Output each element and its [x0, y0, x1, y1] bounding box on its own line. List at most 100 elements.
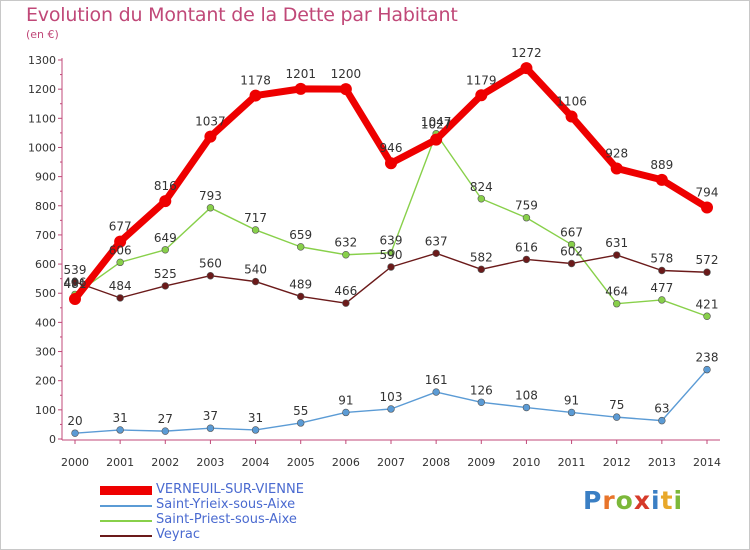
point-verneuil-2002	[159, 195, 172, 208]
legend-label-verneuil: VERNEUIL-SUR-VIENNE	[156, 482, 304, 497]
data-label-saint-priest-2013: 477	[650, 281, 673, 295]
point-veyrac-2002	[161, 282, 169, 290]
x-tick-label-2012: 2012	[603, 456, 631, 469]
point-verneuil-2007	[385, 157, 397, 170]
y-tick-label-100: 100	[35, 404, 56, 417]
legend-swatch-verneuil	[100, 486, 152, 495]
point-saint-priest-2009	[477, 195, 485, 203]
y-tick-label-500: 500	[35, 287, 56, 300]
data-label-saint-priest-2011: 667	[560, 226, 583, 240]
data-label-veyrac-2011: 602	[560, 244, 583, 258]
y-tick-label-400: 400	[35, 316, 56, 329]
point-saint-priest-2002	[161, 246, 169, 254]
data-label-veyrac-2003: 560	[199, 257, 222, 271]
data-label-saint-priest-2010: 759	[515, 199, 538, 213]
point-verneuil-2011	[565, 110, 578, 123]
legend-swatch-saint-priest	[100, 520, 152, 522]
x-tick-label-2003: 2003	[196, 456, 224, 469]
point-veyrac-2010	[522, 255, 531, 264]
chart-subtitle: (en €)	[26, 28, 59, 41]
y-tick-label-700: 700	[35, 229, 56, 242]
y-tick-label-600: 600	[35, 258, 56, 271]
y-tick-label-1000: 1000	[28, 141, 56, 154]
data-label-saint-yrieix-2000: 20	[67, 414, 82, 428]
point-verneuil-2003	[204, 130, 217, 143]
point-veyrac-2011	[567, 259, 576, 268]
point-saint-priest-2012	[613, 300, 621, 308]
x-tick-label-2011: 2011	[558, 456, 586, 469]
point-veyrac-2000	[71, 278, 79, 286]
y-tick-label-800: 800	[35, 200, 56, 213]
data-label-verneuil-2007: 946	[380, 141, 403, 155]
point-saint-yrieix-2005	[297, 419, 305, 427]
data-label-saint-yrieix-2013: 63	[654, 402, 669, 416]
data-label-verneuil-2013: 889	[650, 158, 673, 172]
x-tick-label-2007: 2007	[377, 456, 405, 469]
data-label-verneuil-2001: 677	[109, 220, 132, 234]
x-tick-label-2005: 2005	[287, 456, 315, 469]
point-veyrac-2005	[297, 292, 305, 301]
y-tick-label-200: 200	[35, 375, 56, 388]
data-label-saint-yrieix-2009: 126	[470, 383, 493, 397]
data-label-veyrac-2004: 540	[244, 263, 267, 277]
y-tick-label-1200: 1200	[28, 83, 56, 96]
point-verneuil-2000	[69, 293, 81, 306]
data-label-saint-priest-2006: 632	[334, 236, 357, 250]
data-label-saint-yrieix-2008: 161	[425, 373, 448, 387]
data-label-saint-priest-2009: 824	[470, 180, 493, 194]
data-label-saint-yrieix-2012: 75	[609, 398, 624, 412]
data-label-veyrac-2005: 489	[289, 277, 312, 291]
x-tick-label-2009: 2009	[467, 456, 495, 469]
data-label-veyrac-2001: 484	[109, 279, 132, 293]
x-tick-label-2001: 2001	[106, 456, 134, 469]
data-label-saint-yrieix-2006: 91	[338, 393, 353, 407]
data-label-saint-yrieix-2010: 108	[515, 389, 538, 403]
point-verneuil-2014	[701, 201, 713, 214]
x-tick-label-2008: 2008	[422, 456, 450, 469]
point-verneuil-2005	[294, 82, 307, 95]
x-tick-label-2014: 2014	[693, 456, 721, 469]
data-label-saint-priest-2007: 639	[380, 234, 403, 248]
x-tick-label-2004: 2004	[242, 456, 270, 469]
point-saint-priest-2011	[567, 240, 576, 249]
point-saint-yrieix-2012	[613, 413, 621, 421]
data-label-saint-priest-2014: 421	[696, 297, 719, 311]
point-verneuil-2012	[610, 162, 623, 175]
point-saint-priest-2014	[703, 312, 711, 320]
point-saint-priest-2004	[251, 226, 260, 234]
chart-title: Evolution du Montant de la Dette par Hab…	[26, 4, 458, 26]
data-label-saint-yrieix-2011: 91	[564, 393, 579, 407]
point-veyrac-2013	[658, 266, 666, 275]
point-saint-priest-2001	[116, 258, 124, 267]
point-veyrac-2014	[703, 268, 711, 276]
point-saint-yrieix-2007	[387, 405, 395, 413]
point-veyrac-2006	[342, 299, 350, 307]
data-label-veyrac-2006: 466	[334, 284, 357, 298]
x-tick-label-2000: 2000	[61, 456, 89, 469]
legend-swatch-saint-yrieix	[100, 505, 152, 507]
x-tick-label-2013: 2013	[648, 456, 676, 469]
point-verneuil-2006	[339, 83, 352, 96]
data-label-saint-yrieix-2004: 31	[248, 411, 263, 425]
data-label-saint-yrieix-2002: 27	[158, 412, 173, 426]
point-verneuil-2010	[520, 62, 533, 75]
point-saint-yrieix-2010	[522, 403, 531, 412]
point-veyrac-2007	[387, 263, 395, 271]
data-label-verneuil-2004: 1178	[240, 74, 271, 88]
point-saint-yrieix-2003	[206, 424, 215, 432]
point-saint-yrieix-2011	[567, 408, 576, 417]
data-label-veyrac-2008: 637	[425, 234, 448, 248]
data-label-saint-priest-2000: 496	[64, 275, 87, 289]
point-saint-priest-2006	[342, 251, 350, 259]
point-saint-yrieix-2009	[477, 398, 485, 406]
point-verneuil-2001	[114, 235, 127, 248]
data-label-verneuil-2008: 1027	[421, 118, 452, 132]
data-label-verneuil-2000: 481	[64, 277, 87, 291]
point-saint-yrieix-2014	[703, 365, 711, 374]
data-label-verneuil-2003: 1037	[195, 115, 226, 129]
y-tick-label-900: 900	[35, 171, 56, 184]
point-verneuil-2004	[249, 89, 262, 102]
data-label-verneuil-2002: 816	[154, 179, 177, 193]
data-label-saint-priest-2001: 606	[109, 243, 132, 257]
